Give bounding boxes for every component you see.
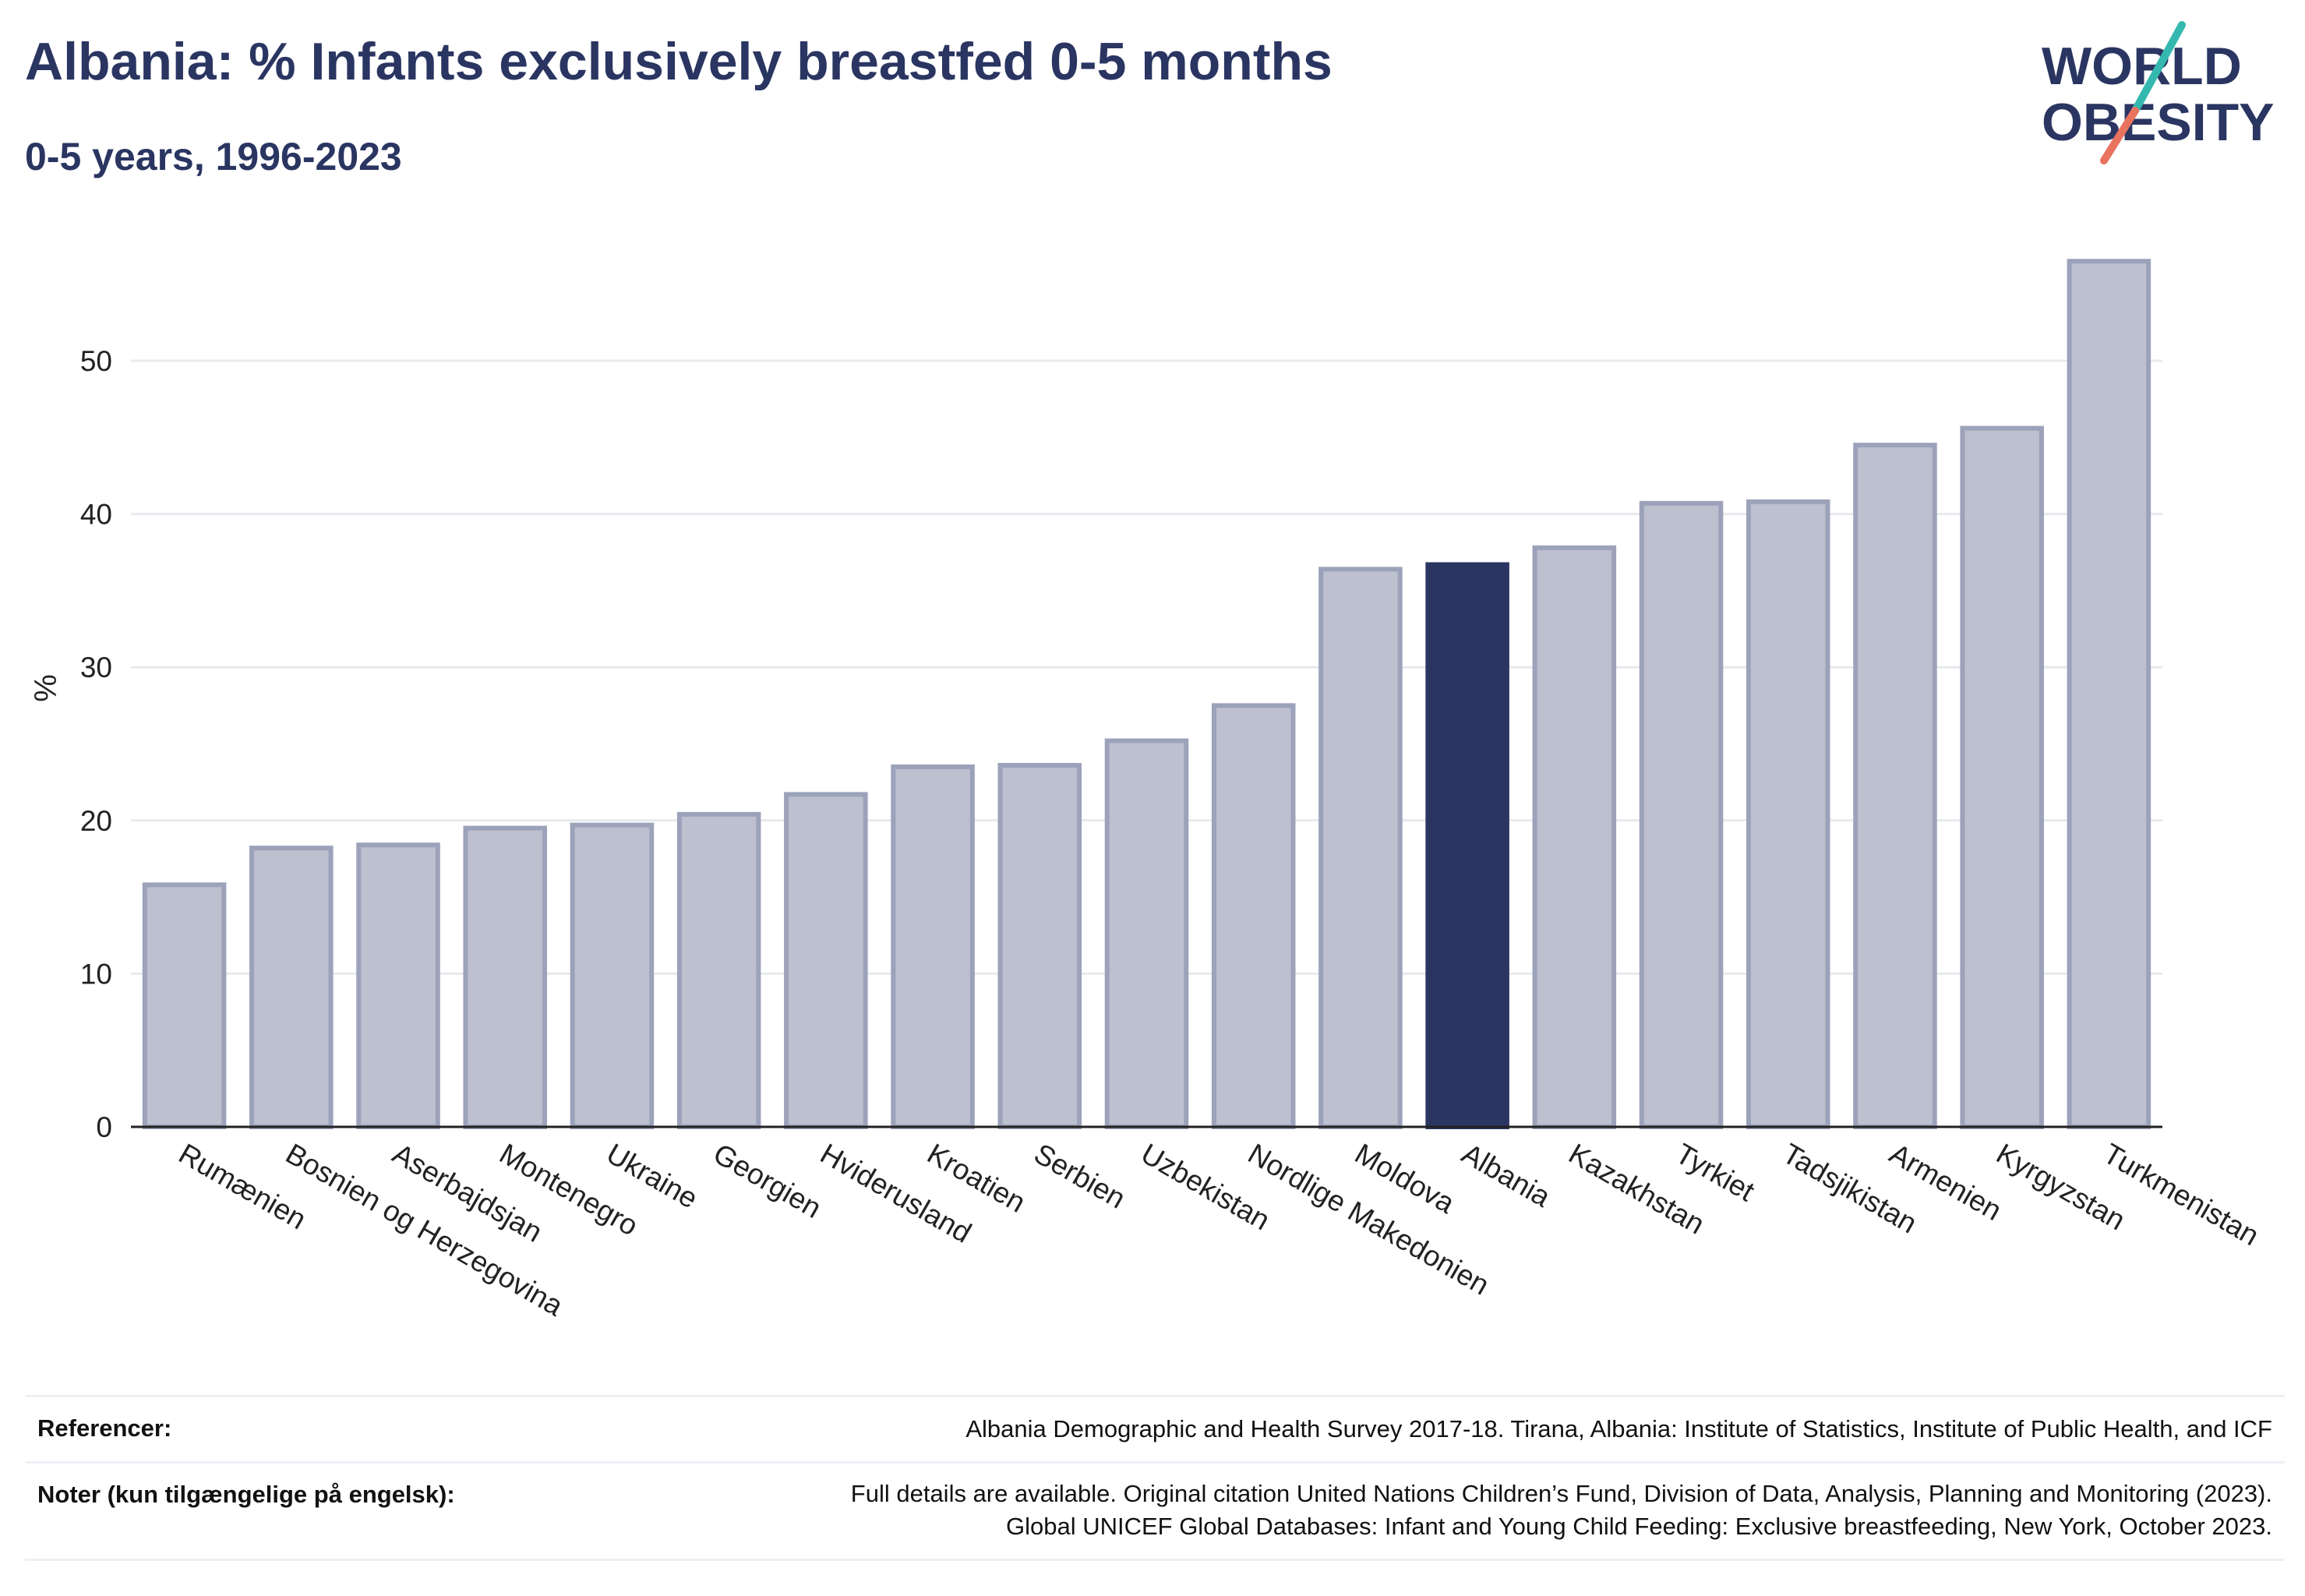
x-tick-label: Georgien — [708, 1137, 827, 1224]
logo-slash-coral — [2100, 107, 2139, 164]
notes-label: Noter (kun tilgængelige på engelsk): — [37, 1481, 455, 1508]
bar-tyrkiet — [1639, 500, 1724, 1129]
x-tick-label: Albania — [1456, 1137, 1556, 1213]
notes-text-line-1: Full details are available. Original cit… — [850, 1480, 2272, 1507]
notes-row: Noter (kun tilgængelige på engelsk): Ful… — [25, 1461, 2285, 1561]
bar-hviderusland — [784, 792, 868, 1129]
bar-nordlige-makedonien — [1211, 703, 1296, 1129]
bar-aserbajdsjan — [356, 842, 440, 1129]
chart-title: Albania: % Infants exclusively breastfed… — [25, 32, 1333, 91]
bar-turkmenistan — [2067, 259, 2151, 1130]
bar-albania — [1425, 562, 1509, 1129]
bar-serbien — [997, 763, 1082, 1129]
references-label: Referencer: — [37, 1414, 172, 1442]
bar-georgien — [676, 811, 761, 1130]
bar-moldova — [1318, 567, 1403, 1129]
y-tick-label: 0 — [96, 1111, 112, 1143]
notes-text: Full details are available. Original cit… — [25, 1464, 2285, 1543]
bar-uzbekistan — [1104, 738, 1189, 1129]
bar-tadsjikistan — [1746, 499, 1830, 1129]
y-axis-label: % — [29, 674, 63, 702]
bar-montenegro — [463, 825, 548, 1129]
bar-kroatien — [891, 764, 975, 1129]
y-tick-label: 20 — [80, 805, 112, 837]
chart-subtitle: 0-5 years, 1996-2023 — [25, 135, 402, 178]
notes-table: Referencer: Albania Demographic and Heal… — [25, 1395, 2285, 1561]
bar-rumænien — [142, 882, 227, 1129]
references-text: Albania Demographic and Health Survey 20… — [25, 1397, 2285, 1446]
bars — [142, 259, 2151, 1130]
y-tick-label: 50 — [80, 345, 112, 377]
references-text-line: Albania Demographic and Health Survey 20… — [965, 1415, 2272, 1442]
bar-kazakhstan — [1532, 545, 1617, 1129]
bar-kyrgyzstan — [1960, 425, 2044, 1129]
x-tick-label: Turkmenistan — [2098, 1137, 2264, 1252]
world-obesity-logo: WORLD OBESITY — [2042, 21, 2275, 164]
bar-ukraine — [570, 822, 655, 1129]
bar-bosnien-og-herzegovina — [249, 846, 334, 1129]
logo-slash-teal — [2131, 21, 2186, 115]
notes-text-line-2: Global UNICEF Global Databases: Infant a… — [1005, 1513, 2272, 1540]
bar-armenien — [1853, 443, 1937, 1129]
references-row: Referencer: Albania Demographic and Heal… — [25, 1395, 2285, 1461]
y-tick-label: 10 — [80, 958, 112, 990]
y-tick-label: 30 — [80, 651, 112, 683]
logo-line2: OBESITY — [2042, 93, 2275, 152]
logo-line1: WORLD — [2042, 37, 2242, 96]
x-tick-label: Serbien — [1029, 1137, 1131, 1214]
y-tick-label: 40 — [80, 499, 112, 531]
